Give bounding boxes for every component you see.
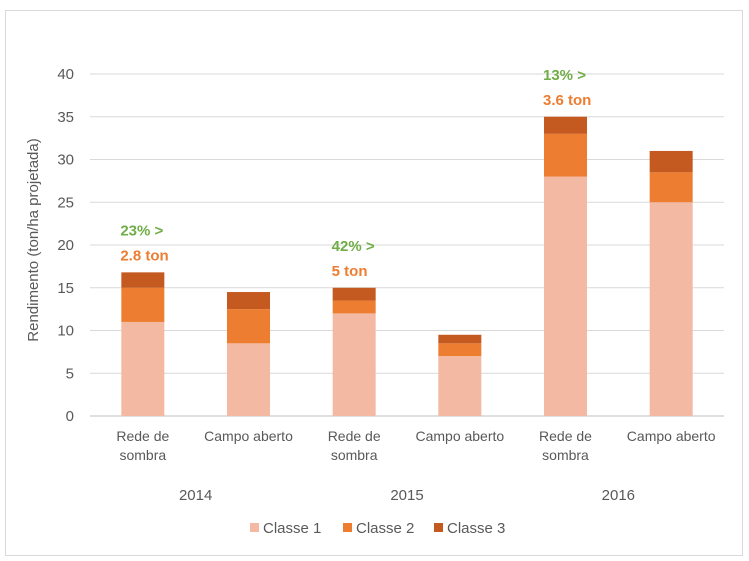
bars <box>121 116 693 416</box>
bar-segment-classe-1 <box>121 321 165 416</box>
y-axis-label: Rendimento (ton/ha projetada) <box>25 138 42 341</box>
y-tick-label: 5 <box>66 365 74 382</box>
bar-segment-classe-1 <box>544 176 587 416</box>
y-tick-label: 35 <box>57 109 74 126</box>
y-tick-label: 15 <box>57 280 74 297</box>
legend-swatch <box>250 523 259 532</box>
bar-segment-classe-2 <box>438 343 482 357</box>
bar-segment-classe-3 <box>332 287 376 301</box>
legend-swatch <box>434 523 443 532</box>
x-category-label: Campo aberto <box>415 428 504 444</box>
x-axis-category-labels: Rede de sombra Campo aberto Rede de sombra Ca… <box>116 428 715 463</box>
bar-segment-classe-3 <box>649 150 693 173</box>
x-category-label: sombra <box>542 447 589 463</box>
annotation-tonnage: 2.8 ton <box>120 247 168 264</box>
annotation-tonnage: 3.6 ton <box>543 92 591 109</box>
x-category-label: Campo aberto <box>204 428 293 444</box>
y-tick-label: 30 <box>57 152 74 169</box>
legend-label: Classe 3 <box>447 520 505 537</box>
x-group-label: 2016 <box>602 487 635 504</box>
bar-segment-classe-1 <box>332 313 376 416</box>
bar-segment-classe-2 <box>121 287 165 322</box>
annotation-percent: 42% > <box>332 238 375 255</box>
bar-segment-classe-2 <box>227 309 270 344</box>
x-group-label: 2014 <box>179 487 212 504</box>
x-category-label: sombra <box>119 447 166 463</box>
bar-segment-classe-1 <box>649 202 693 416</box>
bar-segment-classe-1 <box>227 343 270 416</box>
x-group-label: 2015 <box>390 487 423 504</box>
legend-swatch <box>343 523 352 532</box>
x-category-label: sombra <box>331 447 378 463</box>
bar-segment-classe-1 <box>438 356 482 416</box>
x-category-label: Rede de <box>539 428 592 444</box>
bar-segment-classe-3 <box>121 272 165 288</box>
bar-segment-classe-3 <box>438 334 482 344</box>
x-axis-group-labels: 2014 2015 2016 <box>179 487 635 504</box>
legend-item: Classe 3 <box>434 520 505 537</box>
bar-segment-classe-2 <box>332 300 376 314</box>
x-category-label: Rede de <box>116 428 169 444</box>
x-category-label: Rede de <box>328 428 381 444</box>
bar-annotations: 23% > 2.8 ton 42% > 5 ton 13% > 3.6 ton <box>120 67 591 280</box>
y-tick-label: 40 <box>57 66 74 83</box>
bar-segment-classe-2 <box>649 172 693 203</box>
x-category-label: Campo aberto <box>627 428 716 444</box>
legend-label: Classe 2 <box>356 520 414 537</box>
bar-segment-classe-2 <box>544 133 587 177</box>
y-tick-label: 20 <box>57 237 74 254</box>
legend-label: Classe 1 <box>263 520 321 537</box>
annotation-percent: 23% > <box>120 222 163 239</box>
y-tick-label: 10 <box>57 323 74 340</box>
annotation-tonnage: 5 ton <box>332 263 368 280</box>
gridlines <box>90 73 724 417</box>
legend-item: Classe 2 <box>343 520 414 537</box>
y-tick-label: 25 <box>57 194 74 211</box>
annotation-percent: 13% > <box>543 67 586 84</box>
y-tick-label: 0 <box>66 408 74 425</box>
bar-segment-classe-3 <box>544 116 587 134</box>
y-axis-ticks: 0 5 10 15 20 25 30 35 40 <box>57 66 74 425</box>
legend-item: Classe 1 <box>250 520 321 537</box>
legend: Classe 1 Classe 2 Classe 3 <box>250 520 505 537</box>
bar-segment-classe-3 <box>227 292 270 310</box>
